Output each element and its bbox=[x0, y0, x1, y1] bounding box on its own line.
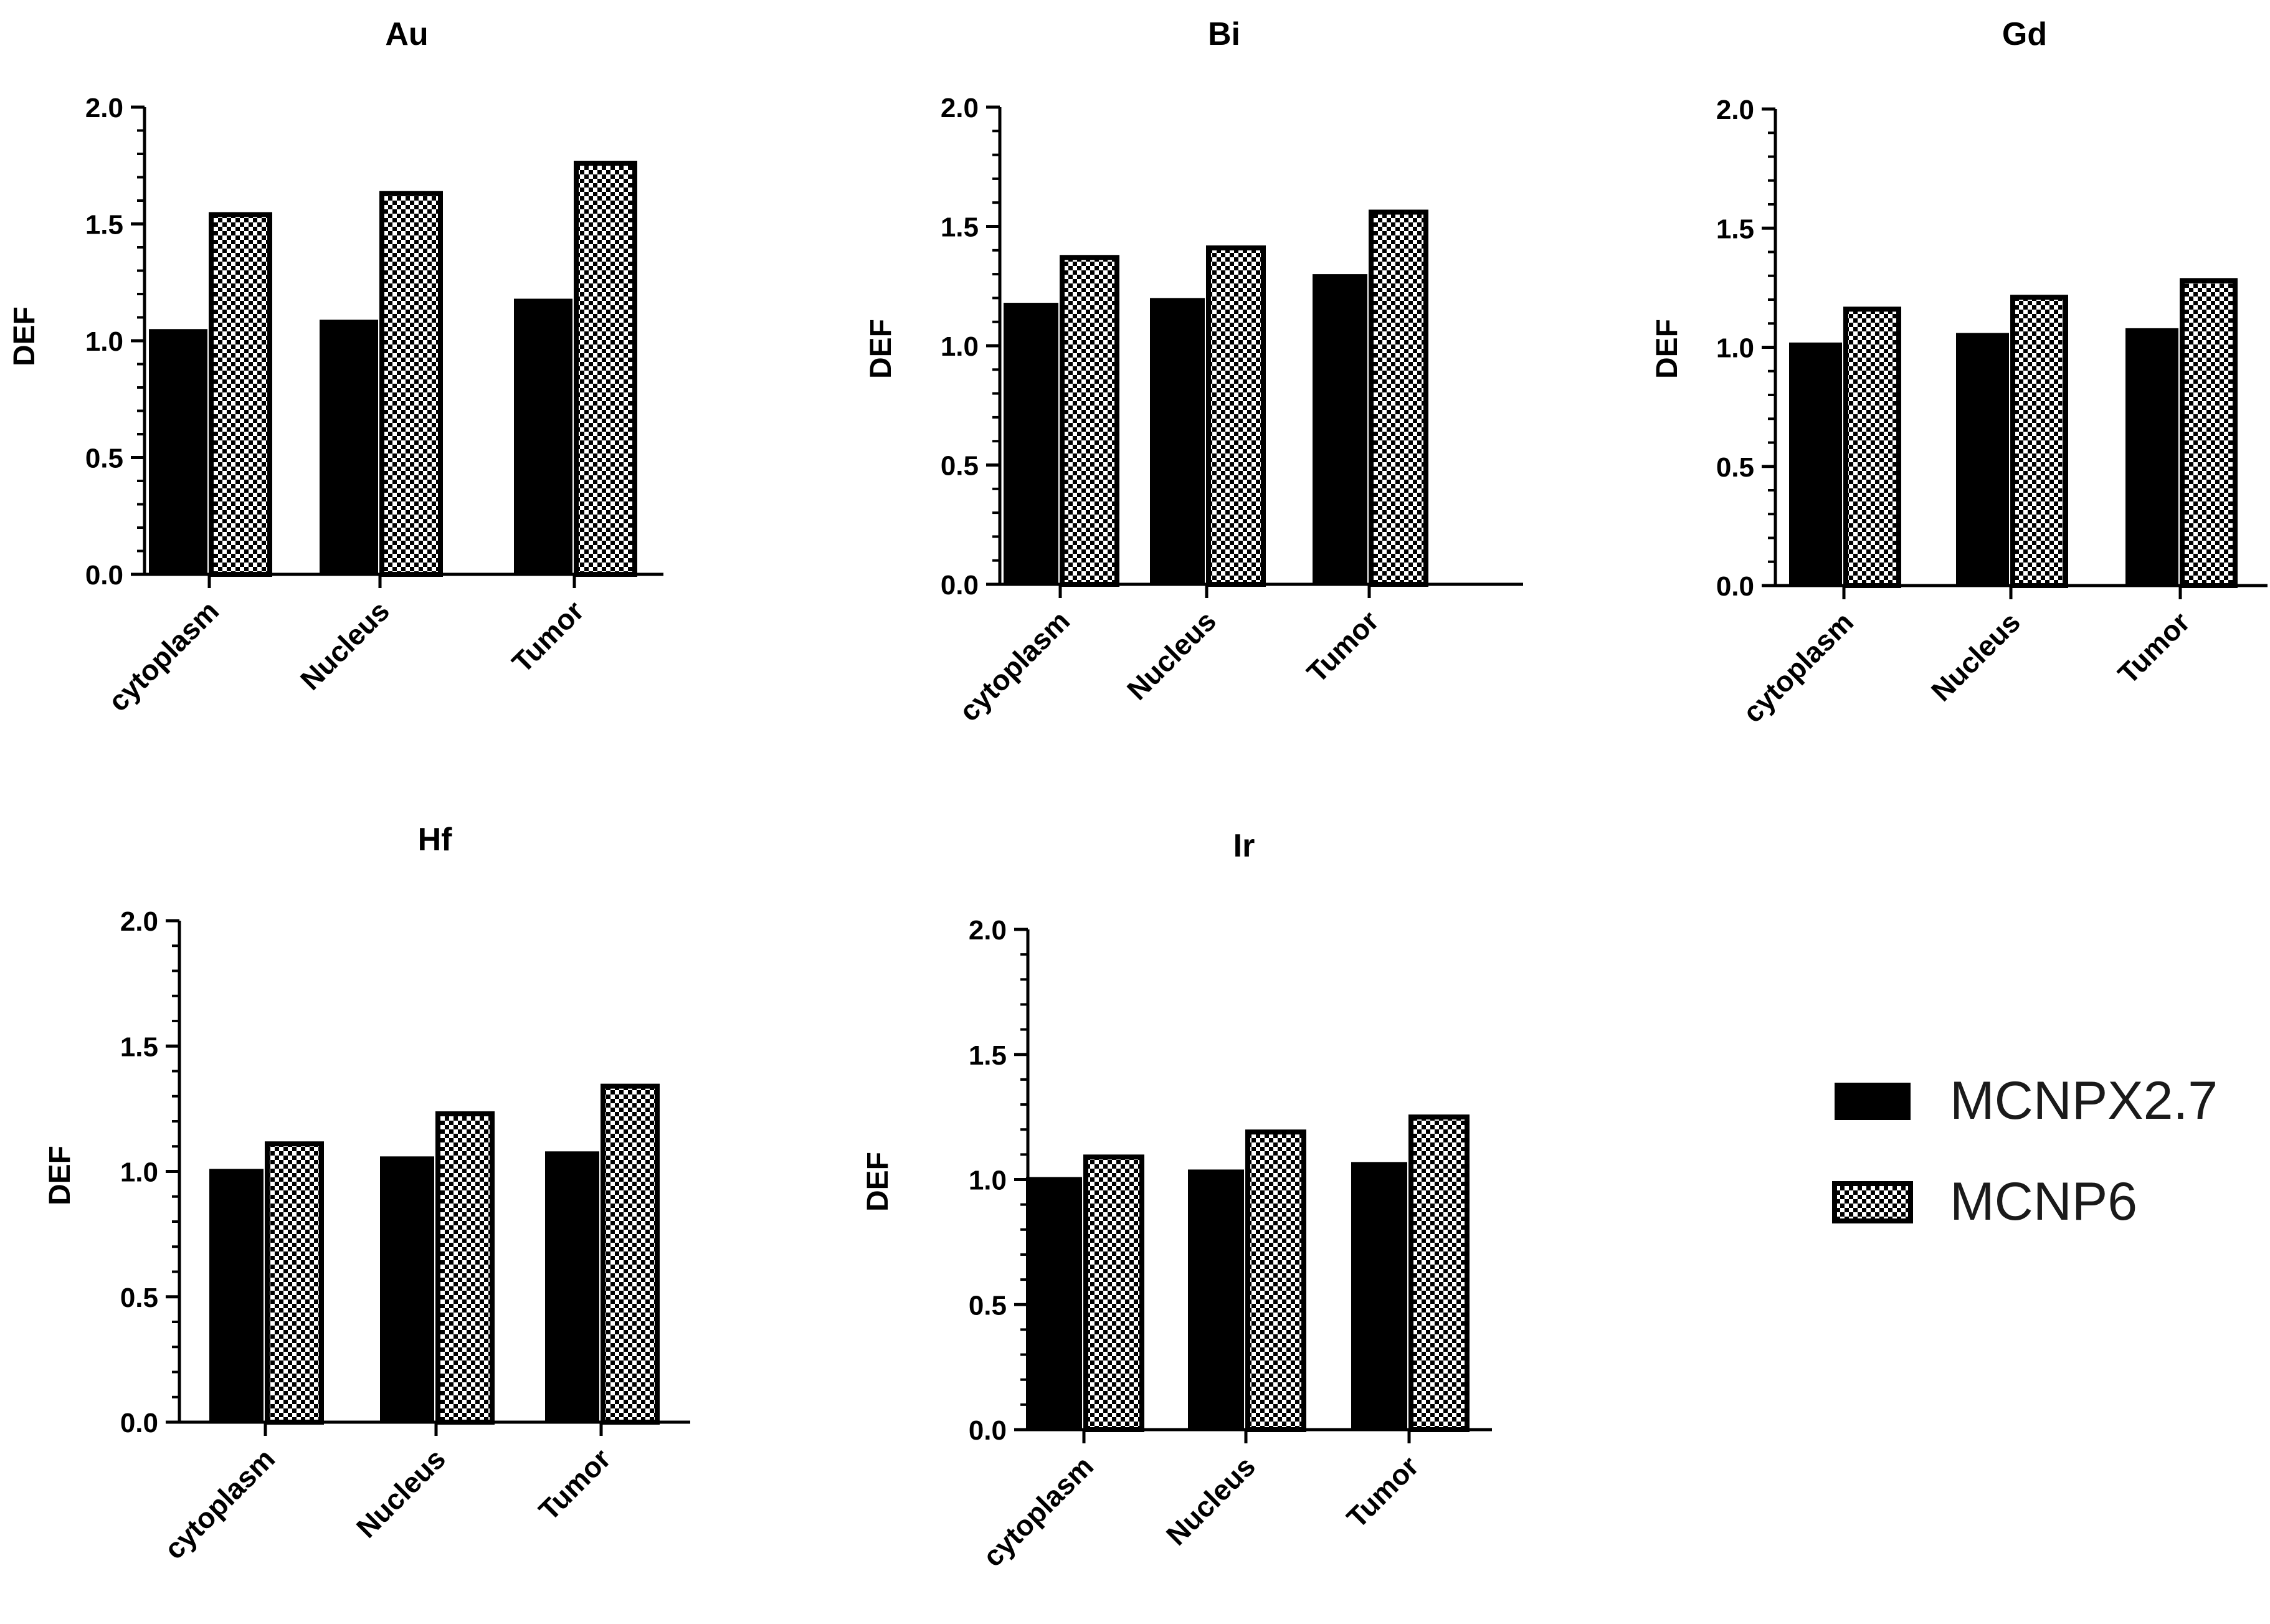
chart-panel-ir: Ir DEF 0.0 0.5 1.0 1.5 2.0 cytoplasm Nucleus Tumo… bbox=[862, 828, 1492, 1573]
x-tick-label: cytoplasm bbox=[976, 1450, 1099, 1573]
x-tick-label: Nucleus bbox=[1121, 604, 1222, 706]
bar-mcnpx27-nucleus bbox=[1188, 1169, 1244, 1430]
bar-mcnpx27-tumor bbox=[2125, 328, 2178, 586]
bar-mcnpx27-nucleus bbox=[380, 1156, 434, 1422]
x-tick-label: Nucleus bbox=[1925, 605, 2026, 707]
bar-mcnp6-tumor bbox=[2180, 278, 2238, 588]
y-tick-label: 0.0 bbox=[969, 1415, 1007, 1446]
y-tick-label: 1.0 bbox=[120, 1157, 158, 1188]
x-tick-label: cytoplasm bbox=[952, 604, 1076, 728]
chart-title: Ir bbox=[1233, 828, 1255, 864]
x-tick-label: Tumor bbox=[506, 594, 591, 679]
x-tick-label: Tumor bbox=[2112, 605, 2196, 690]
bar-mcnpx27-tumor bbox=[514, 298, 572, 574]
bar-mcnpx27-cytoplasm bbox=[1026, 1177, 1082, 1430]
y-tick-label: 1.5 bbox=[120, 1032, 158, 1062]
bar-mcnpx27-nucleus bbox=[1150, 298, 1205, 584]
legend-swatch-mcnp6 bbox=[1832, 1181, 1913, 1223]
y-tick-label: 2.0 bbox=[120, 906, 158, 937]
x-tick-label: Nucleus bbox=[294, 594, 396, 696]
chart-panel-au: Au DEF 0.0 0.5 1.0 1.5 2.0 cytoplasm Nucleus Tumo… bbox=[8, 16, 663, 718]
bar-mcnp6-tumor bbox=[601, 1083, 660, 1425]
chart-title: Hf bbox=[418, 822, 453, 858]
x-tick-label: Tumor bbox=[1341, 1450, 1425, 1534]
y-tick-label: 1.5 bbox=[969, 1040, 1007, 1071]
bar-mcnp6-cytoplasm bbox=[1060, 255, 1119, 587]
bar-mcnp6-cytoplasm bbox=[1083, 1154, 1144, 1432]
y-tick-label: 0.5 bbox=[120, 1283, 158, 1313]
y-tick-label: 2.0 bbox=[941, 93, 979, 123]
y-tick-label: 1.0 bbox=[941, 331, 979, 362]
y-tick-label: 0.0 bbox=[85, 560, 123, 591]
bar-mcnpx27-cytoplasm bbox=[1004, 303, 1058, 584]
bar-mcnp6-nucleus bbox=[435, 1111, 495, 1425]
y-tick-label: 0.5 bbox=[1716, 452, 1754, 483]
y-tick-label: 1.5 bbox=[941, 212, 979, 243]
y-axis-label: DEF bbox=[862, 1152, 895, 1212]
legend-swatch-mcnpx27 bbox=[1835, 1083, 1911, 1120]
chart-title: Gd bbox=[2002, 16, 2047, 52]
y-axis-label: DEF bbox=[44, 1146, 77, 1205]
bar-mcnpx27-nucleus bbox=[320, 320, 378, 574]
x-tick-label: Nucleus bbox=[1160, 1450, 1261, 1551]
bar-mcnp6-nucleus bbox=[2010, 295, 2068, 588]
x-tick-label: Tumor bbox=[533, 1442, 617, 1527]
bar-mcnpx27-cytoplasm bbox=[1789, 342, 1842, 586]
y-tick-label: 0.5 bbox=[941, 451, 979, 482]
bar-mcnpx27-nucleus bbox=[1956, 333, 2009, 586]
bar-mcnp6-cytoplasm bbox=[1843, 306, 1901, 588]
y-tick-label: 2.0 bbox=[1716, 95, 1754, 125]
y-tick-label: 0.0 bbox=[120, 1408, 158, 1438]
bar-mcnpx27-tumor bbox=[1313, 274, 1367, 584]
y-tick-label: 2.0 bbox=[969, 915, 1007, 946]
bar-mcnp6-cytoplasm bbox=[209, 212, 272, 577]
chart-panel-bi: Bi DEF 0.0 0.5 1.0 1.5 2.0 cytoplasm Nucleus Tumo… bbox=[865, 16, 1523, 728]
bar-mcnp6-tumor bbox=[1369, 209, 1428, 587]
bar-mcnpx27-tumor bbox=[545, 1151, 599, 1422]
bar-mcnpx27-tumor bbox=[1351, 1162, 1407, 1430]
legend-label-mcnp6: MCNP6 bbox=[1950, 1172, 2137, 1232]
y-tick-label: 1.5 bbox=[1716, 214, 1754, 244]
bar-mcnp6-nucleus bbox=[1245, 1129, 1306, 1432]
bar-mcnp6-nucleus bbox=[1206, 245, 1266, 587]
bar-mcnpx27-cytoplasm bbox=[209, 1169, 264, 1422]
y-tick-label: 0.5 bbox=[85, 444, 123, 474]
x-tick-label: cytoplasm bbox=[158, 1442, 281, 1565]
y-axis-label: DEF bbox=[865, 319, 898, 379]
legend-label-mcnpx27: MCNPX2.7 bbox=[1950, 1071, 2218, 1131]
y-tick-label: 0.0 bbox=[941, 570, 979, 601]
chart-title: Bi bbox=[1208, 16, 1240, 52]
y-tick-label: 2.0 bbox=[85, 93, 123, 123]
x-tick-label: cytoplasm bbox=[102, 594, 225, 718]
chart-panel-hf: Hf DEF 0.0 0.5 1.0 1.5 2.0 cytoplasm Nucleus Tumo… bbox=[44, 822, 690, 1565]
bar-mcnpx27-cytoplasm bbox=[149, 329, 207, 574]
y-axis-label: DEF bbox=[1651, 319, 1684, 379]
x-tick-label: Tumor bbox=[1301, 604, 1385, 689]
y-tick-label: 1.0 bbox=[969, 1166, 1007, 1196]
y-tick-label: 1.5 bbox=[85, 210, 123, 240]
y-axis-label: DEF bbox=[8, 306, 41, 366]
chart-panel-gd: Gd DEF 0.0 0.5 1.0 1.5 2.0 cytoplasm Nucleus Tumo… bbox=[1651, 16, 2268, 729]
bar-mcnp6-tumor bbox=[1408, 1114, 1470, 1432]
y-tick-label: 0.5 bbox=[969, 1290, 1007, 1321]
legend: MCNPX2.7 MCNP6 bbox=[1832, 1071, 2218, 1232]
x-tick-label: Nucleus bbox=[350, 1442, 452, 1544]
y-tick-label: 1.0 bbox=[85, 326, 123, 357]
bar-mcnp6-cytoplasm bbox=[265, 1141, 324, 1425]
bar-mcnp6-nucleus bbox=[379, 191, 443, 577]
chart-title: Au bbox=[385, 16, 428, 52]
x-tick-label: cytoplasm bbox=[1736, 605, 1859, 729]
y-tick-label: 1.0 bbox=[1716, 333, 1754, 364]
bar-mcnp6-tumor bbox=[574, 161, 637, 577]
y-tick-label: 0.0 bbox=[1716, 571, 1754, 602]
